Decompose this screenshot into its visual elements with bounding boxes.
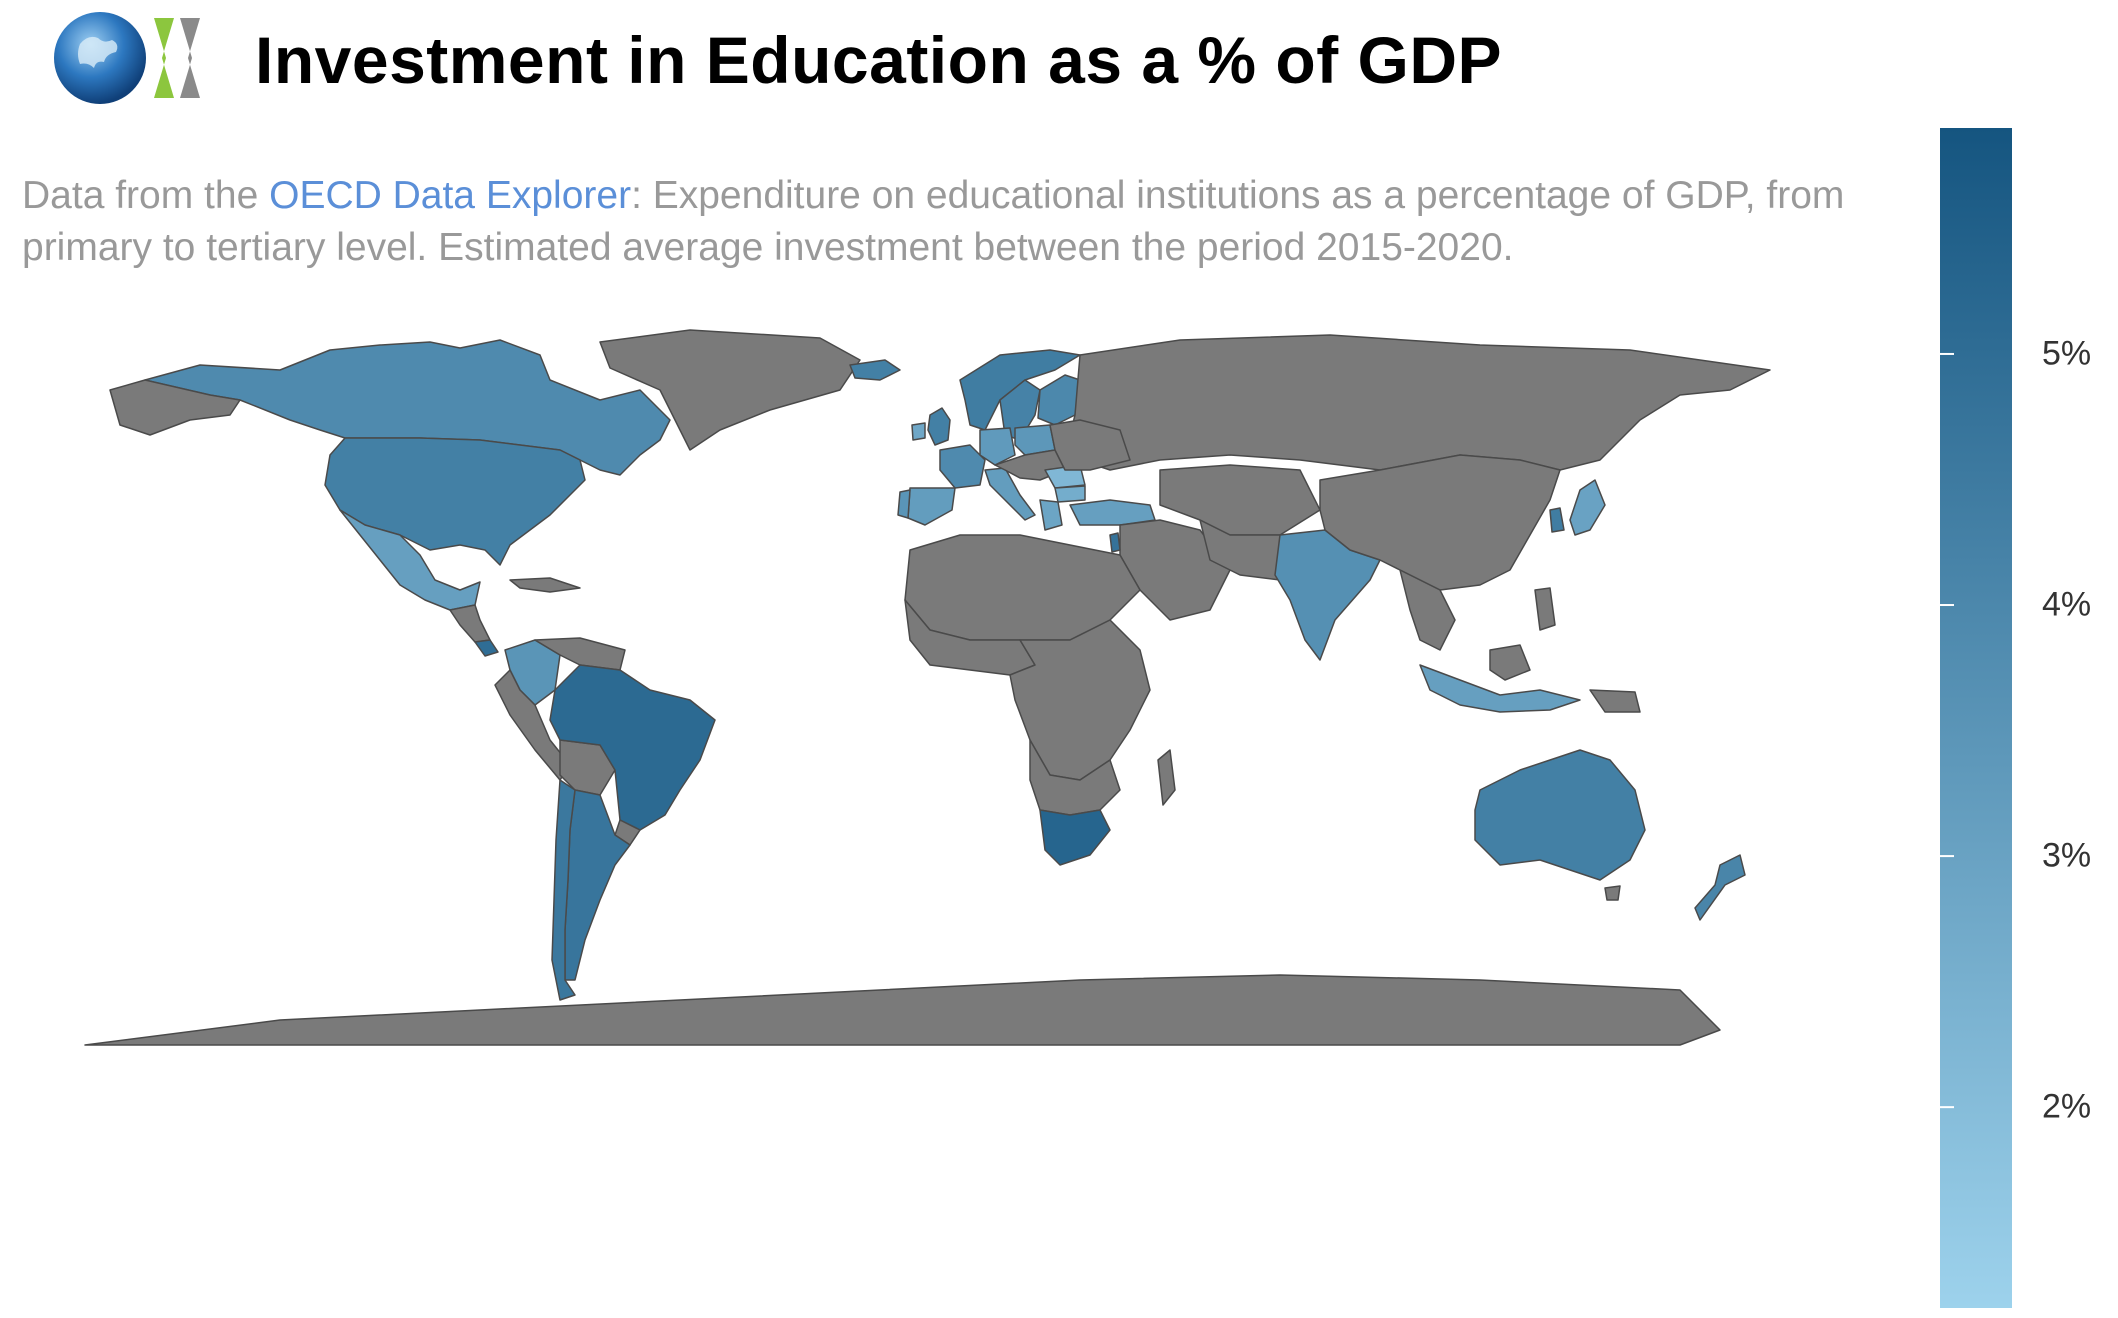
portugal-region [897,489,911,519]
united-states-region [324,437,586,566]
australia-region [1474,749,1646,881]
united-kingdom-region [927,407,951,446]
chevron-icon [180,18,200,98]
greenland-region [599,329,861,451]
madagascar-region [1157,749,1176,806]
page-title: Investment in Education as a % of GDP [255,23,1503,97]
world-map [84,329,1771,1046]
greece-region [1039,499,1063,531]
south-korea-region [1549,507,1565,533]
ireland-region [911,422,926,441]
borneo-region [1489,644,1531,681]
oecd-logo [54,12,200,104]
france-region [939,444,986,489]
color-scale-bar [1940,128,2012,1308]
chevron-icon [154,18,174,98]
alaska-region [109,379,241,436]
subtitle-description: : Expenditure on educational institution… [22,174,1845,269]
legend-tick-label: 3% [2042,836,2092,875]
iceland-region [849,359,901,381]
color-scale-legend [1940,128,2012,1308]
china-region [1319,454,1561,591]
mexico-region [339,509,481,611]
central-america-region [449,604,491,643]
turkey-region [1069,499,1156,526]
chile-region [551,779,576,1001]
papua-region [1589,689,1641,713]
canada-region [144,339,671,476]
southern-africa-region [1029,739,1121,816]
indonesia-region [1419,664,1581,713]
brazil-region [549,664,716,831]
japan-region [1569,479,1606,536]
globe-land-shape [78,36,118,68]
israel-region [1109,532,1121,553]
central-asia-region [1159,464,1321,536]
legend-tick-label: 2% [2042,1087,2092,1126]
legend-tick-label: 4% [2042,585,2092,624]
legend-tick-label: 5% [2042,334,2092,373]
italy-region [984,467,1036,521]
costa-rica-region [474,639,499,657]
eastern-europe-region [1049,419,1131,471]
philippines-region [1534,587,1556,631]
south-africa-region [1039,809,1111,866]
caribbean-region [509,577,581,593]
map-subtitle: Data from the OECD Data Explorer: Expend… [22,170,1902,274]
tasmania-region [1604,885,1621,901]
bulgaria-region [1054,485,1086,503]
antarctica-region [84,974,1721,1046]
new-zealand-region [1694,854,1746,921]
russia-region [1069,334,1771,471]
spain-region [907,487,956,526]
germany-region [979,427,1016,466]
oecd-data-explorer-link[interactable]: OECD Data Explorer [269,174,632,217]
southeast-asia-region [1399,569,1456,651]
subtitle-prefix: Data from the [22,174,270,217]
